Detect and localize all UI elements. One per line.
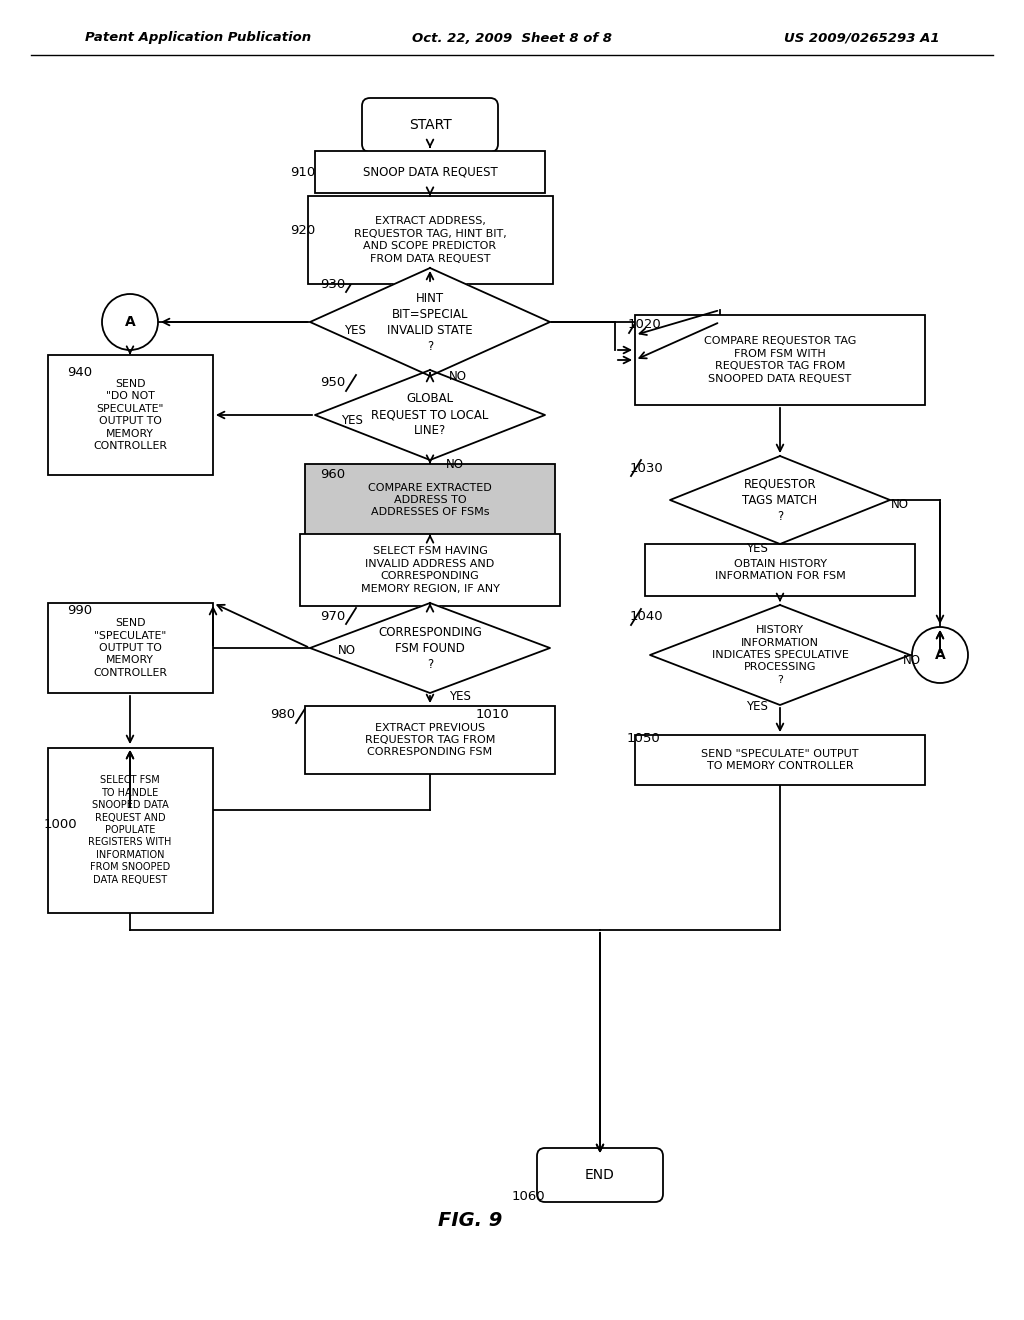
Text: US 2009/0265293 A1: US 2009/0265293 A1: [784, 32, 940, 45]
Text: REQUESTOR
TAGS MATCH
?: REQUESTOR TAGS MATCH ?: [742, 478, 817, 523]
Text: NO: NO: [338, 644, 356, 656]
Circle shape: [912, 627, 968, 682]
Text: 990: 990: [67, 603, 92, 616]
FancyBboxPatch shape: [300, 535, 560, 606]
FancyBboxPatch shape: [635, 735, 925, 785]
Text: HINT
BIT=SPECIAL
INVALID STATE
?: HINT BIT=SPECIAL INVALID STATE ?: [387, 292, 473, 352]
Text: Patent Application Publication: Patent Application Publication: [85, 32, 311, 45]
FancyBboxPatch shape: [307, 195, 553, 284]
Text: 1020: 1020: [628, 318, 662, 331]
Text: YES: YES: [746, 541, 768, 554]
Text: NO: NO: [891, 499, 909, 511]
Text: A: A: [125, 315, 135, 329]
FancyBboxPatch shape: [315, 150, 545, 193]
FancyBboxPatch shape: [47, 747, 213, 912]
Text: NO: NO: [903, 653, 921, 667]
Text: YES: YES: [344, 323, 366, 337]
Text: 930: 930: [319, 277, 345, 290]
Text: 970: 970: [319, 610, 345, 623]
FancyBboxPatch shape: [47, 603, 213, 693]
Text: SEND
"SPECULATE"
OUTPUT TO
MEMORY
CONTROLLER: SEND "SPECULATE" OUTPUT TO MEMORY CONTRO…: [93, 618, 167, 677]
FancyBboxPatch shape: [537, 1148, 663, 1203]
Text: YES: YES: [746, 701, 768, 714]
Text: 1040: 1040: [630, 610, 664, 623]
Text: HISTORY
INFORMATION
INDICATES SPECULATIVE
PROCESSING
?: HISTORY INFORMATION INDICATES SPECULATIV…: [712, 626, 849, 685]
Text: Oct. 22, 2009  Sheet 8 of 8: Oct. 22, 2009 Sheet 8 of 8: [412, 32, 612, 45]
FancyBboxPatch shape: [47, 355, 213, 475]
Text: 1060: 1060: [512, 1191, 546, 1204]
Text: 980: 980: [270, 709, 295, 722]
Text: OBTAIN HISTORY
INFORMATION FOR FSM: OBTAIN HISTORY INFORMATION FOR FSM: [715, 558, 846, 581]
Polygon shape: [310, 603, 550, 693]
Text: COMPARE EXTRACTED
ADDRESS TO
ADDRESSES OF FSMs: COMPARE EXTRACTED ADDRESS TO ADDRESSES O…: [368, 483, 492, 517]
Text: GLOBAL
REQUEST TO LOCAL
LINE?: GLOBAL REQUEST TO LOCAL LINE?: [372, 392, 488, 437]
Text: SEND
"DO NOT
SPECULATE"
OUTPUT TO
MEMORY
CONTROLLER: SEND "DO NOT SPECULATE" OUTPUT TO MEMORY…: [93, 379, 167, 451]
Text: 1010: 1010: [476, 709, 510, 722]
FancyBboxPatch shape: [305, 465, 555, 536]
Text: NO: NO: [449, 371, 467, 384]
Text: NO: NO: [446, 458, 464, 471]
Text: 950: 950: [319, 376, 345, 389]
Text: 1050: 1050: [627, 731, 660, 744]
Text: EXTRACT ADDRESS,
REQUESTOR TAG, HINT BIT,
AND SCOPE PREDICTOR
FROM DATA REQUEST: EXTRACT ADDRESS, REQUESTOR TAG, HINT BIT…: [353, 216, 507, 264]
FancyBboxPatch shape: [635, 315, 925, 405]
Text: FIG. 9: FIG. 9: [438, 1210, 502, 1229]
Text: CORRESPONDING
FSM FOUND
?: CORRESPONDING FSM FOUND ?: [378, 626, 482, 671]
Text: 960: 960: [319, 469, 345, 482]
FancyBboxPatch shape: [645, 544, 915, 597]
Text: A: A: [935, 648, 945, 663]
Polygon shape: [670, 455, 890, 544]
Text: 1030: 1030: [630, 462, 664, 474]
Text: SELECT FSM
TO HANDLE
SNOOPED DATA
REQUEST AND
POPULATE
REGISTERS WITH
INFORMATIO: SELECT FSM TO HANDLE SNOOPED DATA REQUES…: [88, 775, 172, 884]
Text: 910: 910: [290, 165, 315, 178]
Circle shape: [102, 294, 158, 350]
Text: 920: 920: [290, 223, 315, 236]
Text: SEND "SPECULATE" OUTPUT
TO MEMORY CONTROLLER: SEND "SPECULATE" OUTPUT TO MEMORY CONTRO…: [701, 748, 859, 771]
Text: START: START: [409, 117, 452, 132]
Polygon shape: [650, 605, 910, 705]
Text: COMPARE REQUESTOR TAG
FROM FSM WITH
REQUESTOR TAG FROM
SNOOPED DATA REQUEST: COMPARE REQUESTOR TAG FROM FSM WITH REQU…: [703, 337, 856, 384]
Text: YES: YES: [450, 689, 471, 702]
Text: END: END: [585, 1168, 615, 1181]
Text: 1000: 1000: [44, 818, 78, 832]
Text: YES: YES: [341, 413, 362, 426]
Polygon shape: [315, 370, 545, 459]
Polygon shape: [310, 268, 550, 376]
FancyBboxPatch shape: [362, 98, 498, 152]
FancyBboxPatch shape: [305, 706, 555, 774]
Text: EXTRACT PREVIOUS
REQUESTOR TAG FROM
CORRESPONDING FSM: EXTRACT PREVIOUS REQUESTOR TAG FROM CORR…: [365, 722, 496, 758]
Text: SNOOP DATA REQUEST: SNOOP DATA REQUEST: [362, 165, 498, 178]
Text: SELECT FSM HAVING
INVALID ADDRESS AND
CORRESPONDING
MEMORY REGION, IF ANY: SELECT FSM HAVING INVALID ADDRESS AND CO…: [360, 546, 500, 594]
Text: 940: 940: [67, 367, 92, 380]
